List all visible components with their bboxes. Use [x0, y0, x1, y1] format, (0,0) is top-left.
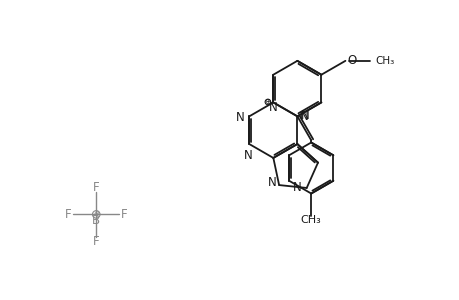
Text: ⊕: ⊕ [93, 211, 99, 217]
Text: N: N [300, 109, 309, 122]
Text: CH₃: CH₃ [300, 215, 321, 225]
Text: N: N [267, 176, 275, 189]
Circle shape [92, 211, 100, 218]
Text: N: N [269, 101, 277, 114]
Text: CH₃: CH₃ [375, 56, 393, 66]
Text: ⊕: ⊕ [264, 98, 270, 106]
Text: N: N [300, 110, 308, 123]
Text: N: N [292, 182, 301, 194]
Text: O: O [346, 54, 355, 67]
Text: F: F [93, 181, 99, 194]
Text: B: B [92, 214, 100, 227]
Text: F: F [120, 208, 127, 221]
Text: N: N [243, 149, 252, 162]
Text: F: F [93, 235, 99, 248]
Text: F: F [65, 208, 72, 221]
Text: N: N [235, 111, 244, 124]
